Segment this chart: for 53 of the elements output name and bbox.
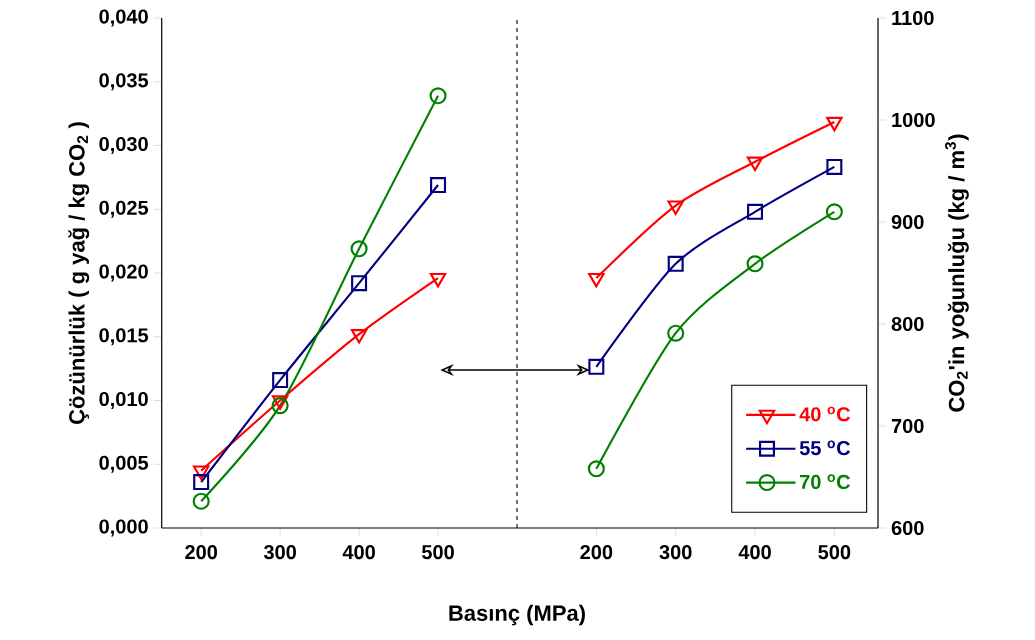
y-tick-label: 0,030	[99, 136, 148, 155]
y2-tick-label: 1000	[892, 112, 935, 128]
y2-tick-label: 900	[891, 214, 924, 230]
point	[350, 329, 368, 344]
y-tick-label: 0,010	[99, 391, 148, 410]
point	[746, 255, 764, 273]
point	[271, 395, 289, 410]
y2-tick-label: 1100	[892, 10, 934, 26]
point	[667, 200, 684, 216]
x-tick-label: 400	[738, 545, 771, 560]
point	[430, 177, 447, 194]
point	[429, 87, 447, 105]
point	[271, 397, 289, 415]
legend-label: 70 $^{o}$C	[800, 474, 851, 490]
y-tick-label: 0,000	[99, 519, 148, 537]
x-tick-label: 400	[342, 545, 375, 560]
point	[667, 255, 684, 272]
point	[193, 474, 210, 491]
x-tick-label: 500	[818, 545, 851, 560]
y-tick-label: 0,035	[99, 73, 149, 91]
y2-tick-label: 600	[891, 520, 924, 536]
point	[746, 156, 764, 172]
point	[825, 203, 843, 221]
point	[429, 272, 447, 288]
point	[587, 460, 605, 478]
y-axis-title: Çözünürlük ( g yağ / kg CO$_{2}$ )	[68, 122, 90, 424]
y-tick-label: 0,015	[99, 328, 149, 346]
point	[192, 465, 210, 480]
y2-tick-label: 800	[891, 316, 924, 332]
point	[192, 492, 210, 510]
x-tick-label: 300	[659, 545, 692, 560]
point	[826, 116, 843, 132]
point	[826, 158, 843, 175]
point	[351, 275, 368, 292]
point	[747, 203, 764, 220]
x-tick-label: 200	[580, 545, 613, 560]
x-tick-label: 300	[263, 545, 296, 560]
x-tick-label: 500	[421, 545, 454, 560]
y2-tick-label: 700	[891, 418, 924, 434]
legend-label: 55 $^{o}$C	[799, 440, 851, 456]
point	[588, 358, 605, 375]
point	[667, 324, 685, 342]
point	[350, 240, 368, 258]
y-tick-label: 0,005	[99, 455, 149, 473]
legend-label: 40 $^{o}$C	[799, 406, 851, 422]
y-tick-label: 0,040	[99, 9, 148, 27]
y-tick-label: 0,020	[99, 264, 148, 282]
x-axis-title: Basınç (MPa)	[449, 604, 585, 626]
y2-axis-title: CO$_{2}$'in yoğunluğu (kg / m$^{3}$)	[945, 134, 969, 412]
point	[272, 372, 289, 389]
x-tick-label: 200	[185, 545, 218, 560]
y-tick-label: 0,025	[99, 200, 149, 218]
point	[588, 272, 605, 288]
